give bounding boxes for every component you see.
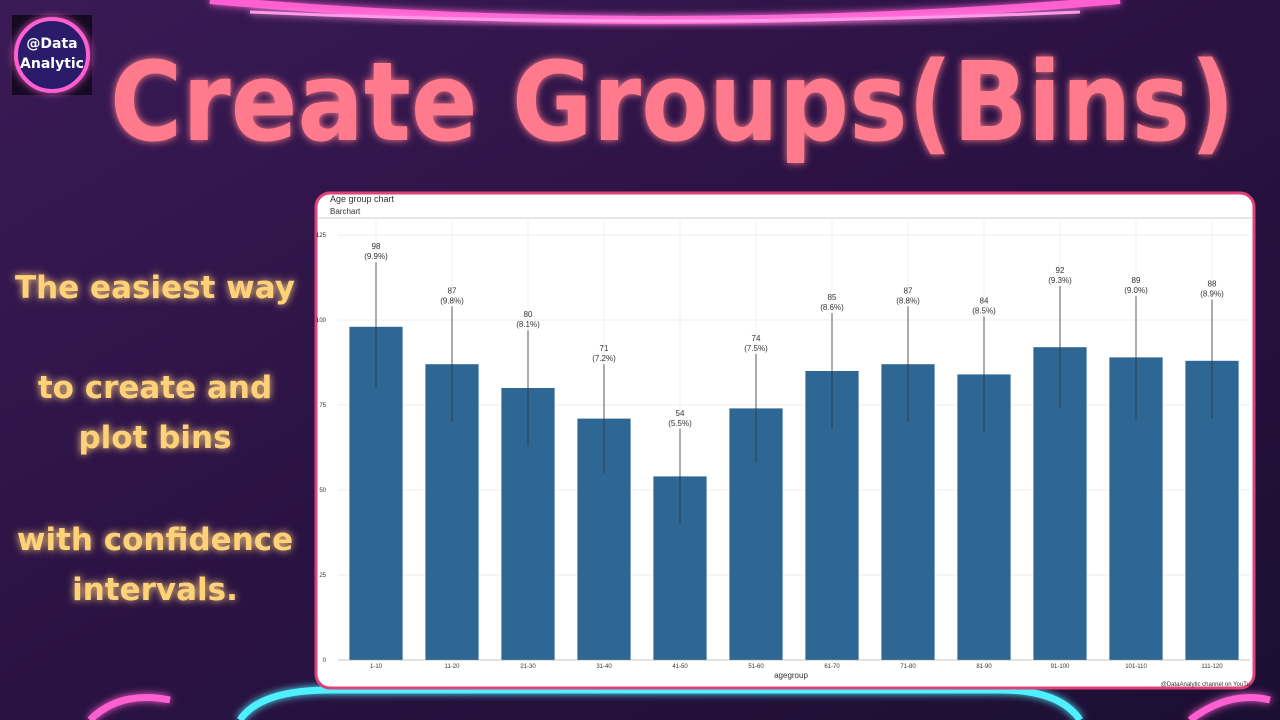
- data-label: 71: [600, 344, 609, 353]
- chart-subtitle: Barchart: [330, 207, 361, 216]
- side-text: with confidence: [17, 522, 293, 558]
- side-text: intervals.: [72, 572, 238, 608]
- data-label: 87: [904, 286, 913, 295]
- x-tick-label: 11-20: [445, 664, 461, 670]
- data-label: 84: [980, 297, 989, 306]
- percent-label: (8.6%): [820, 303, 844, 312]
- side-text: to create and: [38, 370, 272, 406]
- x-tick-label: 111-120: [1201, 664, 1223, 670]
- y-tick-label: 50: [319, 488, 326, 494]
- x-tick-label: 81-90: [976, 664, 992, 670]
- percent-label: (8.8%): [896, 296, 920, 305]
- data-label: 92: [1056, 266, 1065, 275]
- y-tick-label: 75: [319, 403, 326, 409]
- x-tick-label: 91-100: [1051, 664, 1070, 670]
- percent-label: (9.8%): [440, 296, 464, 305]
- percent-label: (8.9%): [1200, 290, 1224, 299]
- percent-label: (9.3%): [1048, 276, 1072, 285]
- y-tick-label: 125: [316, 233, 327, 239]
- data-label: 98: [372, 242, 381, 251]
- y-tick-label: 0: [323, 658, 327, 664]
- neon-arc-right: [1187, 694, 1271, 720]
- data-label: 54: [676, 409, 685, 418]
- data-label: 80: [524, 310, 533, 319]
- data-label: 85: [828, 293, 837, 302]
- badge-ring: [14, 17, 90, 93]
- y-tick-label: 100: [316, 318, 327, 324]
- x-tick-label: 21-30: [520, 664, 536, 670]
- x-axis-label: agegroup: [774, 671, 808, 680]
- percent-label: (7.5%): [744, 344, 768, 353]
- x-tick-label: 61-70: [824, 664, 840, 670]
- x-tick-label: 71-80: [900, 664, 916, 670]
- chart-title: Age group chart: [330, 194, 395, 204]
- side-text: The easiest way: [15, 270, 295, 306]
- x-tick-label: 51-60: [748, 664, 764, 670]
- percent-label: (7.2%): [592, 354, 616, 363]
- percent-label: (9.9%): [364, 252, 388, 261]
- x-tick-label: 101-110: [1125, 664, 1147, 670]
- y-tick-label: 25: [319, 573, 326, 579]
- percent-label: (9.0%): [1124, 286, 1148, 295]
- x-tick-label: 41-50: [672, 664, 688, 670]
- data-label: 87: [448, 286, 457, 295]
- side-text: plot bins: [78, 420, 231, 456]
- badge-text: @Data: [26, 36, 77, 52]
- neon-arc-bottom: [237, 686, 1083, 720]
- data-label: 74: [752, 334, 761, 343]
- badge-text: Analytic: [20, 56, 84, 72]
- plot-area: 02550751001251-1098(9.9%)11-2087(9.8%)21…: [316, 218, 1250, 670]
- percent-label: (5.5%): [668, 419, 692, 428]
- neon-arc-left: [87, 694, 171, 720]
- percent-label: (8.5%): [972, 307, 996, 316]
- x-tick-label: 31-40: [596, 664, 612, 670]
- neon-arc-top-inner: [249, 10, 1081, 23]
- percent-label: (8.1%): [516, 320, 540, 329]
- data-label: 89: [1132, 276, 1141, 285]
- headline: Create Groups(Bins): [110, 38, 1235, 166]
- x-tick-label: 1-10: [370, 664, 383, 670]
- caption: @DataAnalytic channel on YouTu: [1161, 682, 1250, 688]
- data-label: 88: [1208, 280, 1217, 289]
